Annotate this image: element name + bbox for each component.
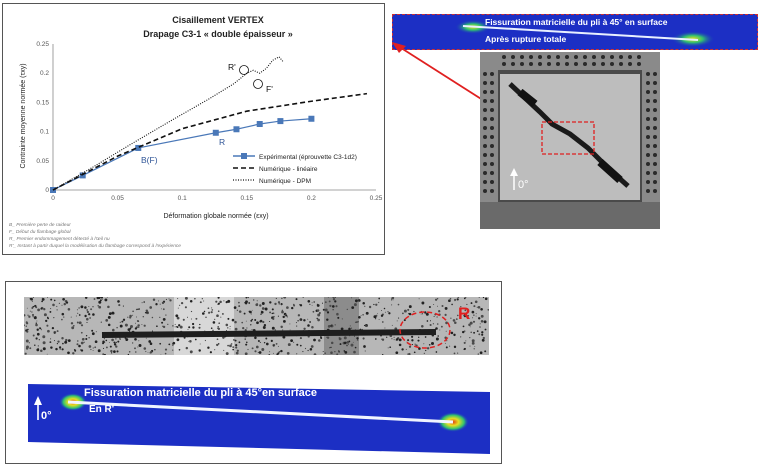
x-tick-label: 0.15	[240, 195, 253, 202]
speckle-r-label: R	[458, 304, 471, 323]
note-f: F_ Début du flambage global	[9, 230, 71, 235]
simulation-strip-bottom: 0° Fissuration matricielle du pli à 45°e…	[28, 382, 490, 454]
x-axis-label: Déformation globale normée (εxy)	[163, 213, 268, 220]
legend-label-linear: Numérique - linéaire	[259, 166, 318, 173]
specimen-photo-render: 0°	[480, 52, 660, 229]
specimen-photo: 0°	[480, 52, 660, 229]
y-axis-label: Contrainte moyenne normée (τxy)	[20, 63, 27, 168]
y-tick-label: 0.05	[36, 158, 49, 165]
annotation-b-f: B(F)	[141, 155, 158, 165]
bottom-sim-label-1: Fissuration matricielle du pli à 45°en s…	[84, 387, 318, 399]
damage-circle-r	[399, 311, 451, 349]
speckle-image	[24, 297, 489, 355]
series-line-2	[52, 56, 284, 191]
speckle-render	[24, 297, 489, 355]
annotation-f-prime-circle	[253, 79, 263, 89]
simulation-strip-bottom-render: 0°	[28, 384, 490, 454]
note-b: B_ Première perte de raideur	[9, 223, 71, 228]
chart-figure: Cisaillement VERTEX Drapage C3-1 « doubl…	[20, 15, 383, 220]
note-r: R_ Premier endommagement détecté à l'œil…	[9, 237, 110, 242]
x-tick-label: 0.2	[307, 195, 316, 202]
chart-title-line1: Cisaillement VERTEX	[172, 15, 264, 25]
y-tick-label: 0.1	[40, 129, 49, 136]
annotation-r-prime: R'	[228, 62, 236, 72]
y-tick-label: 0.15	[36, 99, 49, 106]
data-point	[277, 118, 284, 125]
x-tick-label: 0.05	[111, 195, 124, 202]
annotation-r: R	[219, 137, 225, 147]
data-point	[212, 129, 219, 136]
annotation-r-prime-circle	[239, 65, 249, 75]
data-point	[79, 172, 86, 179]
legend-label-experimental: Expérimental (éprouvette C3-1d2)	[259, 154, 357, 161]
simulation-strip-top-render	[455, 20, 715, 47]
photo-orientation-label: 0°	[518, 179, 529, 191]
damage-zone-highlight	[541, 121, 595, 155]
x-tick-label: 0	[51, 195, 55, 202]
x-tick-label: 0.25	[370, 195, 383, 202]
annotation-f-prime: F'	[266, 84, 273, 94]
legend-marker-experimental	[241, 153, 247, 159]
series-line-1	[52, 92, 368, 191]
y-tick-label: 0.25	[36, 41, 49, 48]
series-line-0	[52, 118, 312, 191]
bottom-sim-label-2: En R'	[89, 404, 115, 415]
data-point	[308, 115, 315, 122]
chart-panel: Cisaillement VERTEX Drapage C3-1 « doubl…	[2, 3, 385, 255]
y-tick-label: 0.2	[40, 70, 49, 77]
y-tick-label: 0	[45, 187, 49, 194]
bottom-panel: R 0° Fissuration matricielle du pli à 45…	[5, 281, 502, 464]
data-point	[256, 121, 263, 128]
top-sim-label-1: Fissuration matricielle du pli à 45° en …	[485, 17, 668, 27]
chart-series	[50, 56, 368, 193]
legend-label-dpm: Numérique - DPM	[259, 178, 311, 185]
note-r-prime: R'_ Instant à partir duquel la modélisat…	[9, 244, 181, 249]
data-point	[135, 144, 142, 151]
bottom-orientation-label: 0°	[41, 410, 52, 422]
simulation-strip-top: Fissuration matricielle du pli à 45° en …	[392, 14, 758, 50]
top-sim-label-2: Après rupture totale	[485, 34, 567, 44]
x-tick-label: 0.1	[178, 195, 187, 202]
chart-title-line2: Drapage C3-1 « double épaisseur »	[143, 29, 293, 39]
chart-legend: Expérimental (éprouvette C3-1d2) Numériq…	[233, 153, 357, 185]
data-point	[233, 126, 240, 133]
chart-axes: 0 0.05 0.1 0.15 0.2 0.25 0 0.05 0.1 0.15 0.2 0.25	[36, 41, 382, 202]
